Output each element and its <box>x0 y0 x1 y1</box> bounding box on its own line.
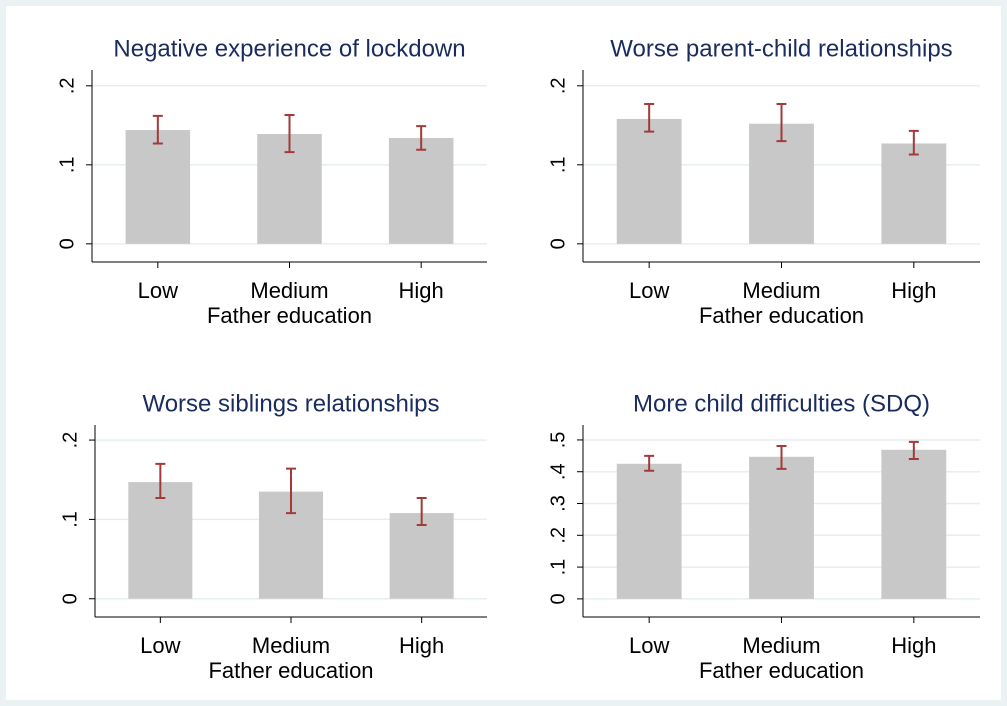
error-bar <box>908 440 919 461</box>
x-axis-title: Father education <box>207 303 372 328</box>
bar <box>128 482 193 599</box>
chart-title: More child difficulties (SDQ) <box>633 390 930 417</box>
error-bar <box>644 454 655 472</box>
bar <box>616 463 682 599</box>
bar <box>616 118 682 244</box>
x-tick-label: Medium <box>252 633 330 658</box>
x-tick-label: High <box>891 278 936 303</box>
error-bar <box>416 125 427 151</box>
bar <box>749 123 814 244</box>
bar <box>881 449 947 599</box>
error-bar <box>152 114 163 145</box>
error-bar <box>776 102 787 143</box>
error-bar <box>155 462 166 499</box>
bar <box>749 456 814 599</box>
bar <box>388 137 454 244</box>
error-bar <box>644 102 655 133</box>
y-tick-label: .3 <box>547 495 569 512</box>
bar <box>125 130 191 244</box>
error-bar <box>908 129 919 156</box>
y-tick-label: .2 <box>547 77 569 94</box>
y-tick-label: .4 <box>547 463 569 480</box>
x-tick-label: Low <box>629 278 669 303</box>
chart-title: Worse siblings relationships <box>142 390 439 417</box>
y-tick-label: 0 <box>59 593 81 604</box>
y-tick-label: .2 <box>59 432 81 449</box>
y-tick-label: .1 <box>56 156 78 173</box>
error-bar <box>284 114 295 154</box>
x-tick-label: Medium <box>742 278 820 303</box>
error-bar <box>416 496 427 526</box>
error-bar <box>776 444 787 470</box>
x-tick-label: Low <box>138 278 178 303</box>
x-tick-label: Low <box>629 633 669 658</box>
y-tick-label: .2 <box>56 77 78 94</box>
chart-title: Worse parent-child relationships <box>610 35 952 62</box>
y-tick-label: .5 <box>547 432 569 449</box>
y-tick-label: 0 <box>547 593 569 604</box>
x-tick-label: High <box>891 633 936 658</box>
x-axis-title: Father education <box>699 303 864 328</box>
x-axis-title: Father education <box>699 658 864 683</box>
error-bar <box>286 467 296 515</box>
x-tick-label: Low <box>140 633 180 658</box>
x-tick-label: High <box>399 633 444 658</box>
chart-title: Negative experience of lockdown <box>113 35 465 62</box>
y-tick-label: .1 <box>547 156 569 173</box>
y-tick-label: .2 <box>547 527 569 544</box>
x-tick-label: High <box>399 278 444 303</box>
x-tick-label: Medium <box>742 633 820 658</box>
y-tick-label: .1 <box>547 559 569 576</box>
x-axis-title: Father education <box>208 658 373 683</box>
x-tick-label: Medium <box>250 278 328 303</box>
bar <box>389 513 454 599</box>
y-tick-label: 0 <box>56 238 78 249</box>
bar <box>881 143 947 244</box>
y-tick-label: .1 <box>59 511 81 528</box>
y-tick-label: 0 <box>547 238 569 249</box>
